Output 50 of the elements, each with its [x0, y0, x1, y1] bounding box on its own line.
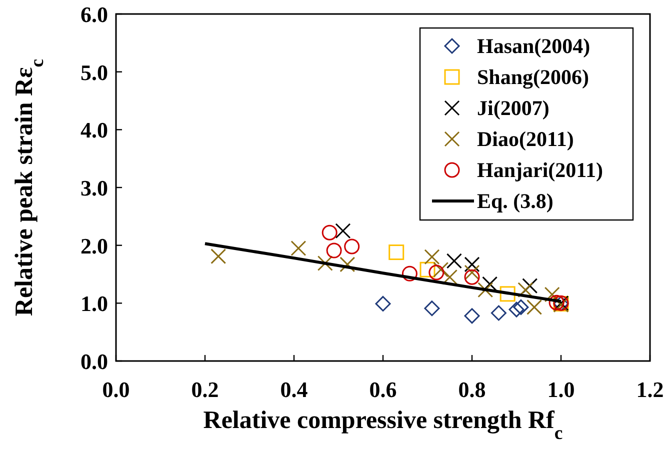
point	[335, 223, 351, 239]
point	[522, 278, 538, 294]
point	[446, 253, 462, 269]
point	[478, 282, 494, 298]
x-tick-label: 0.0	[102, 377, 130, 402]
point	[513, 299, 529, 315]
x-tick-label: 1.0	[547, 377, 575, 402]
legend-label: Shang(2006)	[477, 65, 590, 89]
y-tick-label: 0.0	[80, 349, 108, 374]
point	[464, 269, 480, 285]
x-axis-title: Relative compressive strength Rf$_{c}$	[203, 407, 563, 444]
legend-label: Hanjari(2011)	[477, 158, 603, 182]
point	[388, 244, 404, 260]
point	[340, 256, 356, 272]
y-tick-label: 4.0	[80, 118, 108, 143]
point	[526, 299, 542, 315]
y-tick-label: 5.0	[80, 60, 108, 85]
y-tick-label: 6.0	[80, 2, 108, 27]
point	[482, 276, 498, 292]
legend-label: Hasan(2004)	[477, 34, 590, 58]
point	[433, 262, 449, 278]
point	[344, 238, 360, 254]
point	[424, 300, 440, 316]
point	[317, 256, 333, 272]
point	[428, 264, 444, 280]
point	[508, 302, 524, 318]
legend-label: Diao(2011)	[477, 127, 574, 151]
point	[500, 286, 516, 302]
point	[490, 305, 506, 321]
point	[464, 308, 480, 324]
legend-label: Eq. (3.8)	[477, 189, 554, 213]
point	[424, 249, 440, 265]
x-tick-label: 0.2	[191, 377, 219, 402]
legend-label: Ji(2007)	[477, 96, 550, 120]
x-tick-label: 0.6	[369, 377, 397, 402]
point	[548, 294, 564, 310]
point	[210, 248, 226, 264]
x-tick-label: 1.2	[636, 377, 664, 402]
x-tick-label: 0.8	[458, 377, 486, 402]
point	[420, 262, 436, 278]
y-tick-label: 2.0	[80, 233, 108, 258]
point	[402, 266, 418, 282]
y-tick-label: 1.0	[80, 291, 108, 316]
point	[464, 264, 480, 280]
y-tick-label: 3.0	[80, 176, 108, 200]
point	[322, 224, 338, 240]
point	[375, 296, 391, 312]
x-tick-label: 0.4	[280, 377, 308, 402]
point	[326, 242, 342, 258]
point	[290, 240, 306, 256]
